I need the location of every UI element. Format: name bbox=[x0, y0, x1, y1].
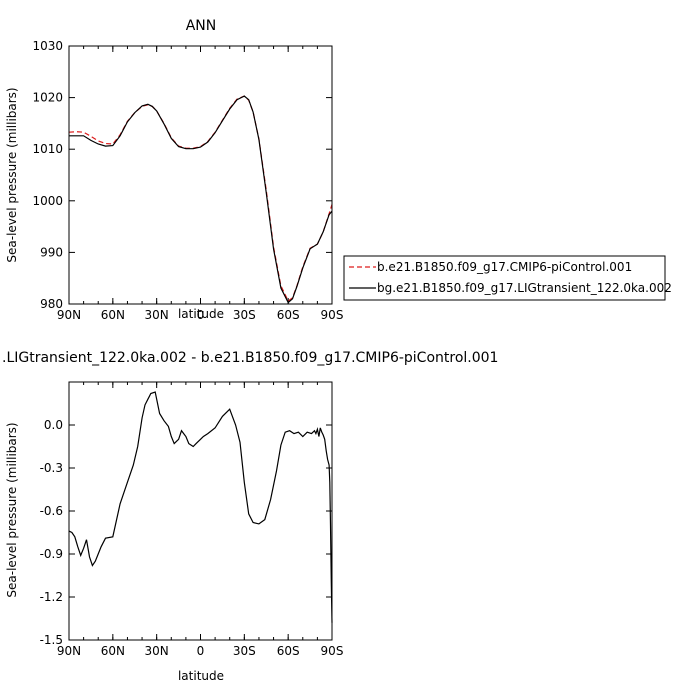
series-lines bbox=[69, 96, 332, 302]
x-tick-label: 90S bbox=[321, 308, 344, 322]
y-tick-label: 0.0 bbox=[44, 418, 63, 432]
axis-ticks: 90N 60N 30N 0 30S 60S 90S-1.5-1.2-0.9-0.6-0.30… bbox=[40, 382, 344, 658]
chart-title: .LIGtransient_122.0ka.002 - b.e21.B1850.… bbox=[2, 350, 498, 366]
legend-label-picontrol: b.e21.B1850.f09_g17.CMIP6-piControl.001 bbox=[377, 260, 632, 274]
x-tick-label: 0 bbox=[197, 644, 205, 658]
x-tick-label: 30N bbox=[145, 644, 169, 658]
series-line-0 bbox=[69, 392, 332, 623]
x-tick-label: 90S bbox=[321, 644, 344, 658]
x-tick-label: 30S bbox=[233, 644, 256, 658]
y-tick-label: -0.3 bbox=[40, 461, 63, 475]
legend: b.e21.B1850.f09_g17.CMIP6-piControl.001 … bbox=[344, 256, 672, 300]
x-tick-label: 60N bbox=[101, 308, 125, 322]
chart-title: ANN bbox=[186, 18, 217, 34]
y-tick-label: 1030 bbox=[32, 39, 63, 53]
y-tick-label: -1.2 bbox=[40, 590, 63, 604]
plot-frame bbox=[69, 382, 332, 640]
y-axis-label: Sea-level pressure (millibars) bbox=[5, 422, 19, 597]
y-tick-label: -0.9 bbox=[40, 547, 63, 561]
y-tick-label: 1010 bbox=[32, 142, 63, 156]
panel-mean-slp: ANN Sea-level pressure (millibars) 90N 60… bbox=[5, 18, 343, 322]
x-tick-label: 60S bbox=[277, 308, 300, 322]
x-axis-label: latitude bbox=[178, 669, 224, 683]
series-line-0 bbox=[69, 96, 332, 301]
y-tick-label: 980 bbox=[40, 297, 63, 311]
panel-difference-slp: .LIGtransient_122.0ka.002 - b.e21.B1850.… bbox=[2, 350, 498, 658]
y-axis-label: Sea-level pressure (millibars) bbox=[5, 87, 19, 262]
series-lines bbox=[69, 392, 332, 623]
x-tick-label: 60N bbox=[101, 644, 125, 658]
plot-frame bbox=[69, 46, 332, 304]
y-tick-label: 1000 bbox=[32, 194, 63, 208]
x-tick-label: 60S bbox=[277, 644, 300, 658]
y-tick-label: 990 bbox=[40, 245, 63, 259]
legend-label-ligtransient: bg.e21.B1850.f09_g17.LIGtransient_122.0k… bbox=[377, 281, 672, 295]
y-tick-label: -0.6 bbox=[40, 504, 63, 518]
axis-ticks: 90N 60N 30N 0 30S 60S 90S980990100010101020103… bbox=[32, 39, 343, 322]
y-tick-label: 1020 bbox=[32, 91, 63, 105]
x-tick-label: 30S bbox=[233, 308, 256, 322]
x-tick-label: 30N bbox=[145, 308, 169, 322]
y-tick-label: -1.5 bbox=[40, 633, 63, 647]
x-axis-label: latitude bbox=[178, 307, 224, 321]
series-line-1 bbox=[69, 96, 332, 302]
